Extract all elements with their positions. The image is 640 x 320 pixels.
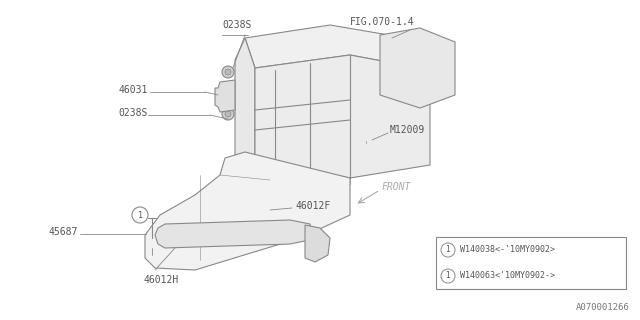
Polygon shape: [215, 80, 235, 112]
Circle shape: [172, 231, 178, 237]
Circle shape: [222, 231, 228, 237]
Circle shape: [441, 269, 455, 283]
Text: M12009: M12009: [390, 125, 425, 135]
Text: A070001266: A070001266: [576, 303, 630, 312]
Circle shape: [360, 129, 372, 141]
Polygon shape: [145, 152, 350, 270]
Text: 46031: 46031: [118, 85, 148, 95]
Ellipse shape: [371, 36, 389, 94]
Text: 1: 1: [138, 211, 143, 220]
Circle shape: [222, 66, 234, 78]
Ellipse shape: [375, 44, 385, 86]
Circle shape: [269, 228, 281, 240]
Polygon shape: [380, 28, 455, 108]
Circle shape: [292, 231, 298, 237]
Text: 0238S: 0238S: [222, 20, 252, 30]
Text: 45687: 45687: [49, 227, 78, 237]
Text: 0238S: 0238S: [118, 108, 148, 118]
Polygon shape: [240, 165, 350, 185]
Circle shape: [222, 108, 234, 120]
Polygon shape: [305, 225, 330, 262]
Circle shape: [361, 143, 371, 153]
Circle shape: [219, 228, 231, 240]
Circle shape: [169, 228, 181, 240]
Text: FIG.070-1.4: FIG.070-1.4: [350, 17, 415, 27]
Bar: [436, 237, 626, 289]
Text: 46012F: 46012F: [295, 201, 330, 211]
Text: 1: 1: [445, 245, 451, 254]
Circle shape: [146, 239, 158, 251]
Circle shape: [289, 228, 301, 240]
Circle shape: [225, 69, 231, 75]
Polygon shape: [255, 55, 430, 178]
Text: 1: 1: [445, 271, 451, 281]
Circle shape: [272, 231, 278, 237]
Circle shape: [441, 243, 455, 257]
Polygon shape: [245, 25, 430, 70]
Text: FRONT: FRONT: [382, 182, 412, 192]
Circle shape: [132, 207, 148, 223]
Circle shape: [225, 111, 231, 117]
Text: 46012H: 46012H: [143, 275, 179, 285]
Text: W140063<'10MY0902->: W140063<'10MY0902->: [460, 271, 555, 281]
Circle shape: [149, 242, 155, 248]
Polygon shape: [235, 38, 255, 170]
Text: W140038<-'10MY0902>: W140038<-'10MY0902>: [460, 245, 555, 254]
Polygon shape: [155, 220, 312, 248]
